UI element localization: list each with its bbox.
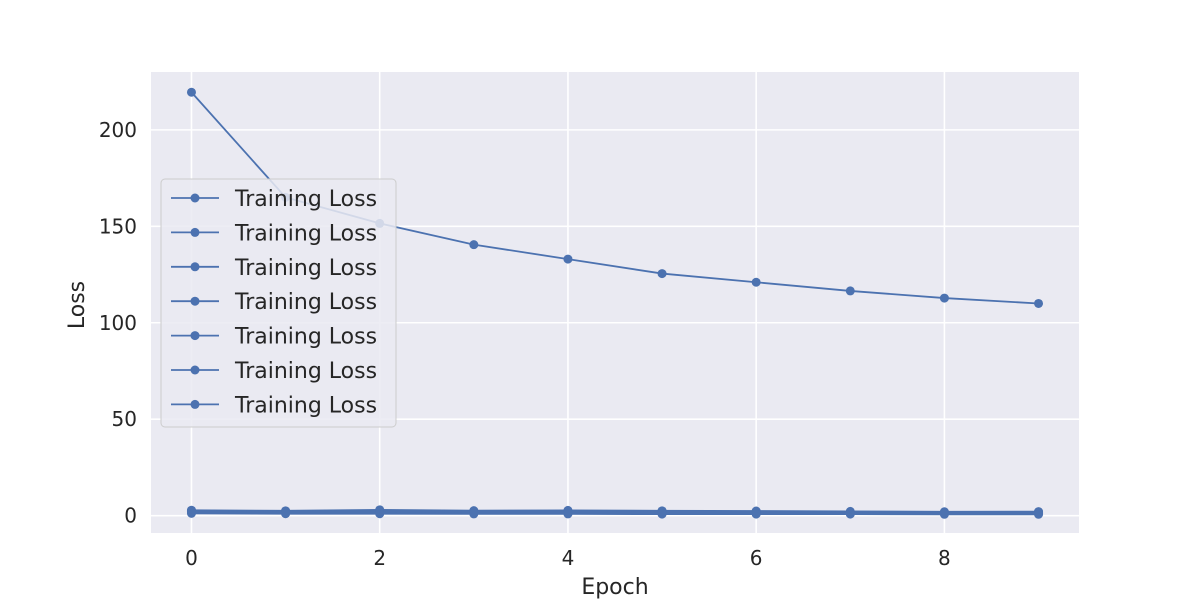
- data-point: [281, 509, 291, 519]
- series-group: [186, 87, 1044, 519]
- data-point: [186, 87, 196, 97]
- legend-label: Training Loss: [234, 187, 377, 212]
- data-point: [657, 269, 667, 279]
- x-tick-label: 4: [562, 546, 575, 570]
- legend-label: Training Loss: [234, 359, 377, 384]
- legend-item: Training Loss: [171, 256, 377, 281]
- legend-marker: [190, 331, 200, 341]
- data-point: [939, 293, 949, 303]
- y-tick-label: 200: [99, 118, 137, 142]
- x-axis-label: Epoch: [581, 575, 648, 600]
- x-tick-label: 6: [750, 546, 763, 570]
- data-point: [939, 509, 949, 519]
- data-point: [186, 508, 196, 518]
- legend-box: [160, 178, 397, 428]
- y-tick-label: 100: [99, 311, 137, 335]
- legend-label: Training Loss: [234, 256, 377, 281]
- data-point: [657, 509, 667, 519]
- y-tick-label: 150: [99, 214, 137, 238]
- data-point: [845, 509, 855, 519]
- data-point: [845, 286, 855, 296]
- data-point: [375, 509, 385, 519]
- legend-item: Training Loss: [171, 325, 377, 350]
- legend-item: Training Loss: [171, 359, 377, 384]
- x-tick-label: 8: [938, 546, 951, 570]
- y-axis-label: Loss: [65, 281, 90, 329]
- data-point: [751, 509, 761, 519]
- legend-label: Training Loss: [234, 221, 377, 246]
- legend-label: Training Loss: [234, 290, 377, 315]
- series-line: [191, 512, 1039, 516]
- x-tick-label: 0: [185, 546, 198, 570]
- data-point: [563, 509, 573, 519]
- data-point: [563, 254, 573, 264]
- legend-marker: [190, 365, 200, 375]
- data-point: [1034, 298, 1044, 308]
- legend: Training Loss Training Loss Training Loss T…: [160, 178, 397, 428]
- legend-item: Training Loss: [171, 221, 377, 246]
- legend-item: Training Loss: [171, 393, 377, 418]
- legend-item: Training Loss: [171, 187, 377, 212]
- series-7: [186, 508, 1044, 519]
- legend-marker: [190, 227, 200, 237]
- legend-item: Training Loss: [171, 290, 377, 315]
- data-point: [469, 509, 479, 519]
- tick-labels: 0 2 4 6 8 0 50 100 150 200: [99, 118, 951, 570]
- data-point: [751, 277, 761, 287]
- data-point: [469, 240, 479, 250]
- legend-marker: [190, 399, 200, 409]
- data-point: [1034, 509, 1044, 519]
- x-tick-label: 2: [373, 546, 386, 570]
- legend-marker: [190, 262, 200, 272]
- legend-marker: [190, 296, 200, 306]
- legend-marker: [190, 193, 200, 203]
- legend-label: Training Loss: [234, 393, 377, 418]
- legend-label: Training Loss: [234, 325, 377, 350]
- y-tick-label: 0: [124, 504, 137, 528]
- y-tick-label: 50: [112, 407, 137, 431]
